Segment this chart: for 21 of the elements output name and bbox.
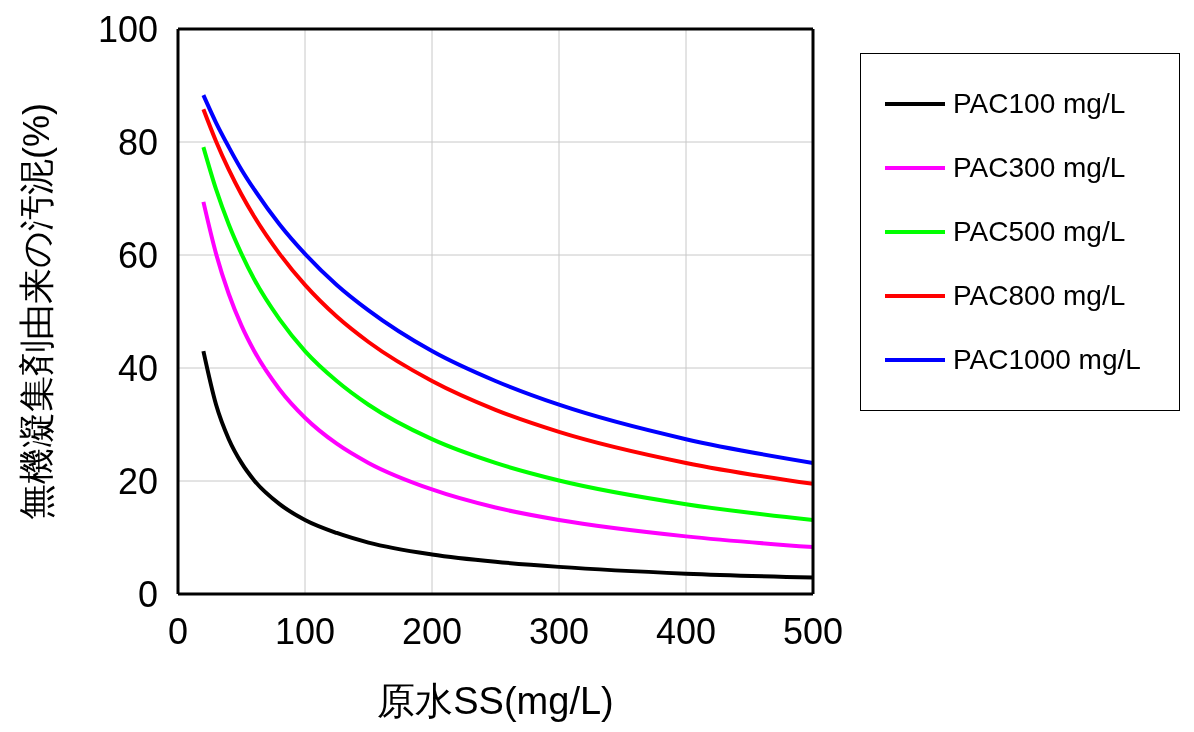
y-tick-label: 80	[117, 121, 158, 163]
x-tick-label: 200	[401, 610, 463, 652]
y-tick-label: 20	[117, 460, 158, 502]
legend-label: PAC100 mg/L	[953, 88, 1126, 120]
x-tick-label: 300	[528, 610, 590, 652]
line-series	[201, 145, 813, 522]
y-tick-label: 40	[117, 347, 158, 389]
y-tick-label: 100	[97, 8, 158, 50]
legend-label: PAC1000 mg/L	[953, 344, 1141, 376]
line-series	[201, 199, 813, 550]
legend-label: PAC800 mg/L	[953, 280, 1126, 312]
y-tick-label: 0	[137, 573, 158, 615]
x-tick-label: 0	[167, 610, 189, 652]
legend-label: PAC300 mg/L	[953, 152, 1126, 184]
y-tick-label: 60	[117, 234, 158, 276]
x-tick-label: 400	[655, 610, 717, 652]
y-axis-title: 無機凝集剤由来の汚泥(%)	[15, 103, 57, 520]
x-axis-title: 原水SS(mg/L)	[377, 680, 614, 722]
x-tick-label: 100	[274, 610, 336, 652]
legend-label: PAC500 mg/L	[953, 216, 1126, 248]
x-tick-label: 500	[782, 610, 844, 652]
